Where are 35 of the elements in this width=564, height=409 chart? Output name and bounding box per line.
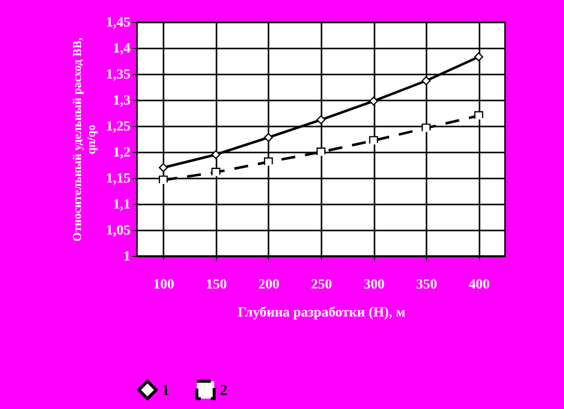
x-tick-label: 100 xyxy=(153,278,174,292)
x-axis-title: Глубина разработки (Н), м xyxy=(238,306,406,320)
legend-label: 1 xyxy=(162,382,170,399)
x-tick-label: 400 xyxy=(468,278,490,292)
point xyxy=(158,163,168,172)
x-tick-label: 250 xyxy=(311,278,332,292)
y-axis-title: Относительный удельный расход ВВ, qп/qо xyxy=(70,38,98,242)
y-tick-label: 1,45 xyxy=(106,16,130,30)
x-tick-label: 200 xyxy=(258,278,280,292)
y-tick-label: 1,2 xyxy=(113,146,130,160)
point xyxy=(474,111,484,120)
x-tick-label: 300 xyxy=(364,278,385,292)
y-tick-label: 1 xyxy=(124,250,130,264)
point xyxy=(316,148,326,156)
point xyxy=(369,136,378,146)
point xyxy=(264,157,273,166)
point xyxy=(369,96,378,106)
point xyxy=(474,52,484,62)
x-tick-label: 150 xyxy=(206,278,227,292)
point xyxy=(211,150,220,160)
point xyxy=(264,132,273,142)
point xyxy=(422,76,431,86)
x-tick-label: 350 xyxy=(416,278,438,292)
legend-label: 2 xyxy=(220,382,228,399)
y-tick-label: 1,25 xyxy=(106,120,130,134)
point xyxy=(211,168,220,177)
y-tick-label: 1,3 xyxy=(113,94,130,108)
point xyxy=(316,115,326,124)
y-tick-label: 1,35 xyxy=(106,68,130,82)
y-tick-label: 1,05 xyxy=(106,224,130,238)
point xyxy=(422,124,431,133)
y-tick-label: 1,4 xyxy=(113,42,130,56)
point xyxy=(158,176,168,185)
y-tick-label: 1,15 xyxy=(106,172,130,186)
y-tick-label: 1,1 xyxy=(113,198,130,212)
